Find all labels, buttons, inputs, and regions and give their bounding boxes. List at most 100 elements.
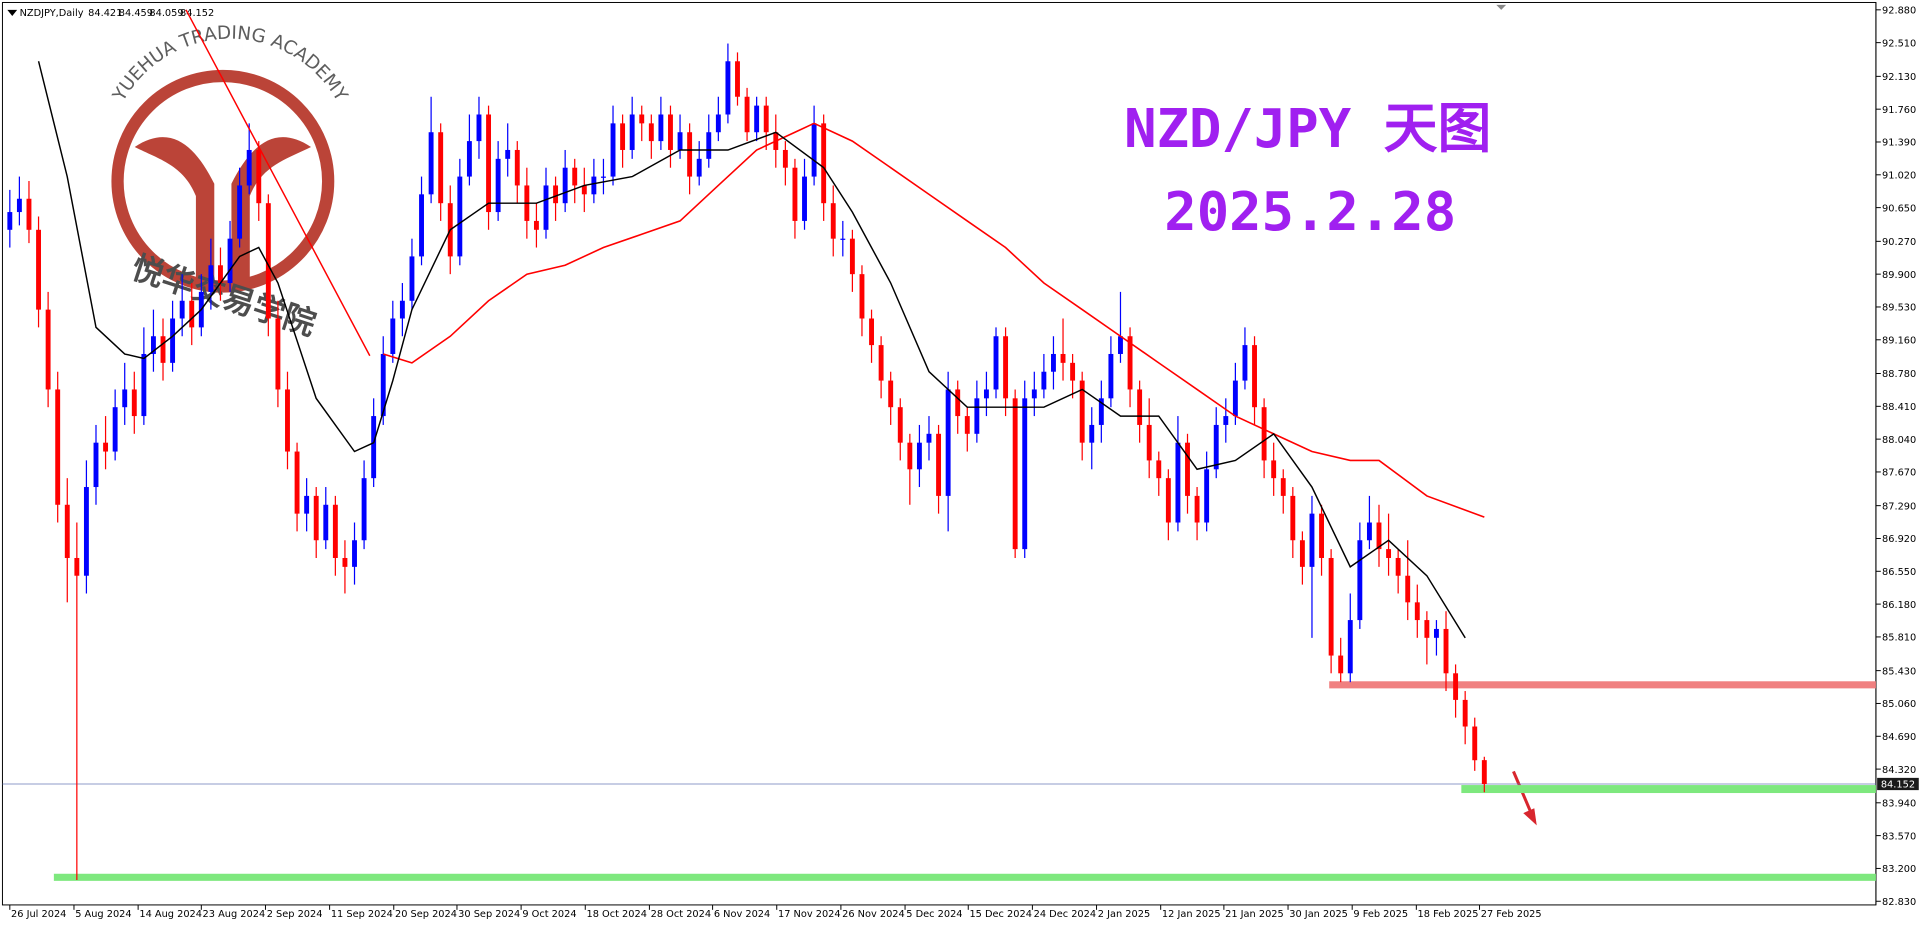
candle-body (1012, 398, 1018, 550)
x-tick-label: 5 Dec 2024 (906, 909, 962, 920)
candle-body (419, 194, 424, 257)
candle-body (1319, 513, 1324, 558)
logo-shape (134, 137, 312, 282)
candle-body (1472, 726, 1478, 761)
candle-body (1357, 540, 1363, 621)
arrow-head (1523, 808, 1537, 826)
y-tick-label: 85.810 (1882, 633, 1916, 644)
candle-body (802, 176, 807, 221)
candle-body (1366, 522, 1372, 541)
candle-body (658, 114, 664, 142)
candle-body (610, 123, 616, 177)
candle-body (83, 487, 89, 576)
header-value: 84.059 (149, 8, 183, 19)
x-tick-label: 2 Jan 2025 (1098, 909, 1150, 920)
candle-body (581, 185, 587, 195)
candle-body (36, 229, 41, 310)
candle-body (438, 132, 444, 204)
x-tick-label: 26 Jul 2024 (11, 909, 66, 920)
y-tick-label: 89.160 (1882, 335, 1916, 346)
candle-body (332, 504, 338, 558)
y-tick-label: 86.180 (1882, 600, 1916, 611)
candle-body (572, 167, 578, 186)
candle-body (715, 114, 721, 133)
candle-body (754, 105, 760, 133)
x-tick-label: 9 Feb 2025 (1353, 909, 1408, 920)
candle-body (1280, 478, 1286, 496)
candle-body (782, 149, 788, 168)
y-tick-label: 83.570 (1882, 831, 1916, 842)
candle-body (907, 442, 913, 470)
candle-body (55, 389, 61, 505)
y-tick-label: 88.040 (1882, 435, 1916, 446)
candle-body (476, 114, 482, 142)
candle-body (849, 238, 855, 275)
candle-body (1175, 442, 1181, 523)
candle-body (1328, 557, 1334, 656)
candle-body (1060, 353, 1066, 363)
candle-body (170, 318, 176, 363)
candle-body (122, 389, 128, 408)
candle-body (945, 389, 951, 496)
candle-body (533, 220, 539, 230)
candle-body (1089, 424, 1095, 443)
candle-body (916, 442, 922, 470)
candle-body (505, 149, 511, 159)
candle-body (1271, 460, 1277, 479)
candle-body (93, 442, 99, 488)
candle-body (725, 61, 731, 115)
y-tick-label: 89.530 (1882, 303, 1916, 314)
candle-body (1156, 460, 1162, 479)
x-tick-label: 18 Feb 2025 (1418, 909, 1479, 920)
candle-body (1242, 345, 1248, 381)
x-tick-label: 28 Oct 2024 (651, 909, 711, 920)
candle-body (1338, 655, 1344, 674)
candle-body (1031, 389, 1037, 399)
candle-body (112, 407, 118, 452)
x-tick-label: 27 Feb 2025 (1481, 909, 1542, 920)
candle-body (380, 353, 386, 417)
candle-body (265, 203, 271, 319)
candle-body (275, 318, 281, 390)
candle-body (150, 336, 156, 354)
candle-body (179, 300, 185, 319)
zone (1461, 785, 1876, 794)
candle-body (543, 185, 549, 230)
candle-body (821, 123, 827, 204)
candle-body (227, 238, 233, 284)
shift-marker (1496, 4, 1507, 10)
candle-body (1204, 469, 1210, 523)
candle-body (495, 158, 501, 213)
candle-body (1041, 371, 1047, 390)
candle-body (237, 185, 243, 239)
candle-body (668, 114, 673, 150)
candle-body (1252, 345, 1257, 408)
candle-body (285, 389, 290, 452)
fast-ma (37, 61, 1466, 639)
candle-body (371, 416, 377, 479)
x-tick-label: 12 Jan 2025 (1162, 909, 1221, 920)
x-tick-label: 9 Oct 2024 (522, 909, 576, 920)
candle-body (1213, 424, 1219, 470)
candle-body (7, 212, 13, 230)
candle-body (964, 416, 970, 434)
candle-body (744, 96, 750, 133)
y-tick-label: 91.390 (1882, 138, 1916, 149)
candle-body (811, 123, 817, 177)
candle-body (878, 345, 884, 381)
candle-body (1079, 380, 1085, 443)
candle-body (983, 389, 989, 399)
candle-body (859, 274, 865, 319)
candle-body (1481, 760, 1487, 784)
candle-body (974, 398, 980, 434)
zone (1329, 681, 1876, 689)
candle-body (629, 114, 635, 150)
y-tick-label: 87.290 (1882, 501, 1916, 512)
zone (53, 873, 1876, 881)
y-tick-label: 86.550 (1882, 567, 1916, 578)
candle-body (466, 141, 472, 177)
candle-body (1232, 380, 1238, 417)
candle-body (1299, 540, 1305, 567)
menu-triangle (7, 9, 18, 16)
candle-body (926, 433, 932, 443)
